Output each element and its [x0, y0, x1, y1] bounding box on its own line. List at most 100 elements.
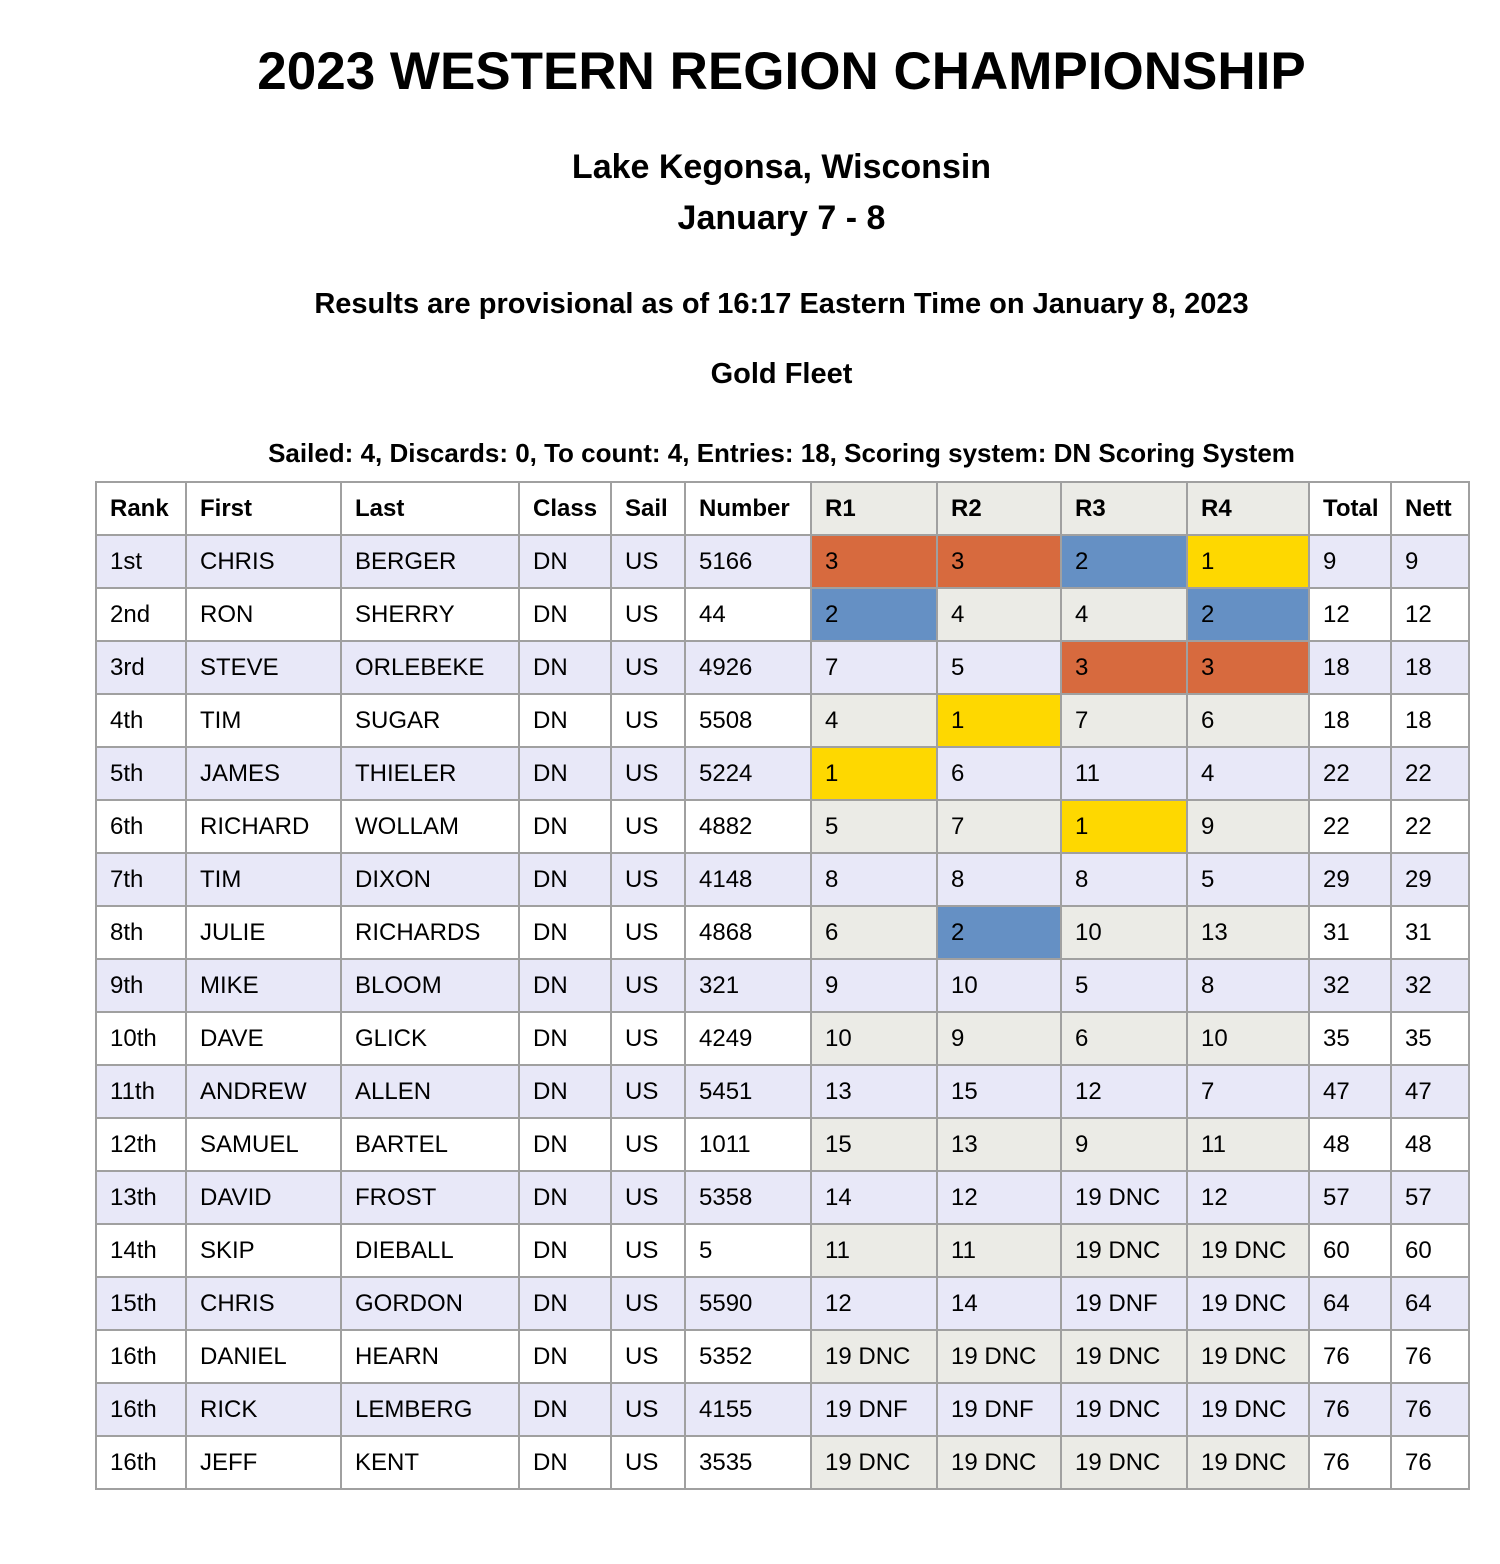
- provisional-note: Results are provisional as of 16:17 East…: [314, 287, 1249, 320]
- class-cell: DN: [518, 1117, 612, 1173]
- first-name-cell: RICHARD: [185, 799, 342, 855]
- race-r4-cell: 4: [1186, 746, 1310, 802]
- results-table: Rank First Last Class Sail Number R1 R2 …: [95, 481, 1470, 1491]
- race-r4-cell: 19 DNC: [1186, 1223, 1310, 1279]
- race-r4-cell: 19 DNC: [1186, 1435, 1310, 1491]
- last-name-cell: WOLLAM: [340, 799, 520, 855]
- nett-cell: 31: [1390, 905, 1470, 961]
- nett-cell: 47: [1390, 1064, 1470, 1120]
- column-header-number: Number: [684, 481, 812, 537]
- rank-cell: 14th: [95, 1223, 187, 1279]
- class-cell: DN: [518, 1382, 612, 1438]
- column-header-last: Last: [340, 481, 520, 537]
- race-r3-cell: 10: [1060, 905, 1188, 961]
- race-r3-cell: 19 DNC: [1060, 1170, 1188, 1226]
- table-row: 14th SKIP DIEBALL DN US 5 11 11 19 DNC 19 DNC 60 60: [95, 1223, 1470, 1279]
- class-cell: DN: [518, 746, 612, 802]
- class-cell: DN: [518, 905, 612, 961]
- race-r2-cell: 9: [936, 1011, 1062, 1067]
- class-cell: DN: [518, 1170, 612, 1226]
- nett-cell: 22: [1390, 746, 1470, 802]
- race-r4-cell: 19 DNC: [1186, 1382, 1310, 1438]
- fleet-name: Gold Fleet: [710, 358, 853, 391]
- rank-cell: 12th: [95, 1117, 187, 1173]
- race-r2-cell: 13: [936, 1117, 1062, 1173]
- race-r2-cell: 2: [936, 905, 1062, 961]
- nett-cell: 64: [1390, 1276, 1470, 1332]
- column-header-class: Class: [518, 481, 612, 537]
- last-name-cell: GLICK: [340, 1011, 520, 1067]
- sail-number-cell: 5166: [684, 534, 812, 590]
- column-header-r3: R3: [1060, 481, 1188, 537]
- race-r1-cell: 19 DNF: [810, 1382, 938, 1438]
- first-name-cell: MIKE: [185, 958, 342, 1014]
- sail-cell: US: [610, 1382, 686, 1438]
- table-row: 16th JEFF KENT DN US 3535 19 DNC 19 DNC 19 DNC 19…: [95, 1435, 1470, 1491]
- race-r3-cell: 19 DNC: [1060, 1329, 1188, 1385]
- race-r4-cell: 19 DNC: [1186, 1276, 1310, 1332]
- race-r3-cell: 1: [1060, 799, 1188, 855]
- class-cell: DN: [518, 640, 612, 696]
- first-name-cell: TIM: [185, 852, 342, 908]
- last-name-cell: LEMBERG: [340, 1382, 520, 1438]
- total-cell: 22: [1308, 746, 1392, 802]
- sail-cell: US: [610, 1329, 686, 1385]
- sail-cell: US: [610, 640, 686, 696]
- sail-number-cell: 5451: [684, 1064, 812, 1120]
- sail-cell: US: [610, 587, 686, 643]
- table-row: 8th JULIE RICHARDS DN US 4868 6 2 10 13 31 31: [95, 905, 1470, 961]
- table-row: 1st CHRIS BERGER DN US 5166 3 3 2 1 9 9: [95, 534, 1470, 590]
- race-r1-cell: 13: [810, 1064, 938, 1120]
- race-r3-cell: 8: [1060, 852, 1188, 908]
- sail-cell: US: [610, 1276, 686, 1332]
- nett-cell: 29: [1390, 852, 1470, 908]
- table-row: 10th DAVE GLICK DN US 4249 10 9 6 10 35 35: [95, 1011, 1470, 1067]
- nett-cell: 18: [1390, 640, 1470, 696]
- last-name-cell: BARTEL: [340, 1117, 520, 1173]
- class-cell: DN: [518, 1064, 612, 1120]
- race-r1-cell: 19 DNC: [810, 1329, 938, 1385]
- race-r3-cell: 6: [1060, 1011, 1188, 1067]
- nett-cell: 35: [1390, 1011, 1470, 1067]
- table-row: 5th JAMES THIELER DN US 5224 1 6 11 4 22 22: [95, 746, 1470, 802]
- total-cell: 47: [1308, 1064, 1392, 1120]
- first-name-cell: RICK: [185, 1382, 342, 1438]
- sail-number-cell: 4249: [684, 1011, 812, 1067]
- last-name-cell: THIELER: [340, 746, 520, 802]
- last-name-cell: BERGER: [340, 534, 520, 590]
- race-r1-cell: 10: [810, 1011, 938, 1067]
- nett-cell: 76: [1390, 1382, 1470, 1438]
- race-r2-cell: 6: [936, 746, 1062, 802]
- race-r2-cell: 19 DNC: [936, 1329, 1062, 1385]
- nett-cell: 76: [1390, 1329, 1470, 1385]
- race-r2-cell: 10: [936, 958, 1062, 1014]
- total-cell: 35: [1308, 1011, 1392, 1067]
- total-cell: 9: [1308, 534, 1392, 590]
- table-row: 4th TIM SUGAR DN US 5508 4 1 7 6 18 18: [95, 693, 1470, 749]
- class-cell: DN: [518, 534, 612, 590]
- race-r1-cell: 19 DNC: [810, 1435, 938, 1491]
- sail-cell: US: [610, 958, 686, 1014]
- race-r2-cell: 19 DNF: [936, 1382, 1062, 1438]
- race-r2-cell: 5: [936, 640, 1062, 696]
- class-cell: DN: [518, 1435, 612, 1491]
- first-name-cell: JAMES: [185, 746, 342, 802]
- class-cell: DN: [518, 1329, 612, 1385]
- race-r1-cell: 1: [810, 746, 938, 802]
- table-row: 7th TIM DIXON DN US 4148 8 8 8 5 29 29: [95, 852, 1470, 908]
- sail-cell: US: [610, 1117, 686, 1173]
- race-r4-cell: 7: [1186, 1064, 1310, 1120]
- race-r3-cell: 12: [1060, 1064, 1188, 1120]
- rank-cell: 10th: [95, 1011, 187, 1067]
- sail-cell: US: [610, 1064, 686, 1120]
- sail-number-cell: 5508: [684, 693, 812, 749]
- first-name-cell: SAMUEL: [185, 1117, 342, 1173]
- total-cell: 12: [1308, 587, 1392, 643]
- table-row: 12th SAMUEL BARTEL DN US 1011 15 13 9 11 48 48: [95, 1117, 1470, 1173]
- race-r4-cell: 19 DNC: [1186, 1329, 1310, 1385]
- race-r4-cell: 8: [1186, 958, 1310, 1014]
- race-r4-cell: 13: [1186, 905, 1310, 961]
- class-cell: DN: [518, 1011, 612, 1067]
- race-r1-cell: 9: [810, 958, 938, 1014]
- race-r4-cell: 1: [1186, 534, 1310, 590]
